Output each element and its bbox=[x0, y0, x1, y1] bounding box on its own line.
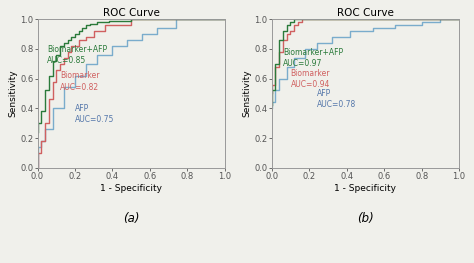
Title: ROC Curve: ROC Curve bbox=[337, 8, 394, 18]
Text: (b): (b) bbox=[357, 212, 374, 225]
Text: Biomarker
AUC=0.94: Biomarker AUC=0.94 bbox=[291, 69, 330, 89]
Text: AFP
AUC=0.78: AFP AUC=0.78 bbox=[317, 89, 356, 109]
Text: Biomarker
AUC=0.82: Biomarker AUC=0.82 bbox=[60, 72, 100, 92]
Text: (a): (a) bbox=[123, 212, 139, 225]
X-axis label: 1 - Specificity: 1 - Specificity bbox=[100, 184, 162, 193]
Text: Biomarker+AFP
AUC=0.85: Biomarker+AFP AUC=0.85 bbox=[47, 45, 107, 65]
Text: AFP
AUC=0.75: AFP AUC=0.75 bbox=[75, 104, 114, 124]
Text: Biomarker+AFP
AUC=0.97: Biomarker+AFP AUC=0.97 bbox=[283, 48, 343, 68]
Y-axis label: Sensitivity: Sensitivity bbox=[9, 70, 18, 117]
X-axis label: 1 - Specificity: 1 - Specificity bbox=[335, 184, 396, 193]
Title: ROC Curve: ROC Curve bbox=[103, 8, 160, 18]
Y-axis label: Sensitivity: Sensitivity bbox=[243, 70, 252, 117]
